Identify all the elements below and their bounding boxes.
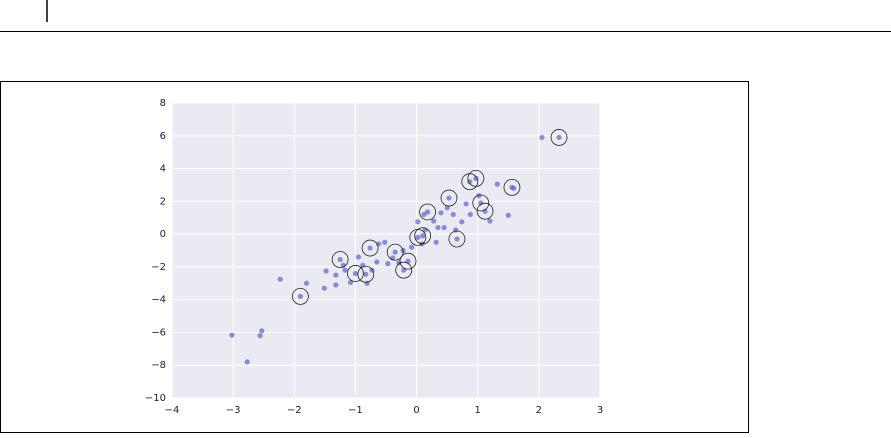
point (424, 209, 431, 215)
y-tick-label: 0 (160, 229, 166, 240)
point (420, 233, 426, 239)
point (478, 200, 484, 206)
point (277, 276, 283, 282)
point (482, 208, 488, 214)
point (494, 181, 500, 187)
selection-ring (347, 265, 364, 282)
point (333, 272, 339, 278)
point (463, 201, 469, 207)
selection-ring (448, 230, 466, 248)
plot-area (172, 103, 600, 398)
selection-ring (331, 251, 349, 268)
x-tick-label: −4 (165, 405, 180, 416)
point (303, 280, 310, 286)
point (433, 239, 439, 245)
point (446, 195, 452, 201)
point (467, 211, 473, 218)
point (347, 279, 354, 286)
x-tick-label: −1 (348, 405, 363, 416)
grid (171, 102, 601, 399)
selection-ring (419, 203, 436, 221)
x-tick-label: 3 (597, 405, 603, 416)
point (556, 134, 562, 141)
point (333, 282, 339, 288)
selection-ring (357, 265, 375, 283)
point (244, 359, 250, 365)
selection-ring (503, 179, 521, 196)
point (438, 210, 444, 216)
x-tick-label: 2 (536, 405, 542, 416)
point (431, 218, 437, 224)
point (487, 218, 493, 224)
point (321, 285, 327, 291)
point (415, 234, 421, 240)
selection-ring (414, 227, 432, 245)
point (454, 236, 460, 242)
point (363, 271, 369, 277)
y-tick-label: 8 (160, 98, 166, 109)
point (476, 192, 482, 199)
point (444, 205, 450, 211)
point (342, 267, 348, 273)
selection-ring (550, 129, 568, 146)
point (539, 134, 545, 141)
point (259, 328, 265, 334)
x-tick-label: −2 (287, 405, 302, 416)
point (459, 219, 465, 225)
selection-ring (291, 287, 309, 305)
point (435, 224, 441, 231)
x-tick-label: 1 (475, 405, 481, 416)
point (415, 219, 421, 225)
point (297, 293, 303, 299)
selection-ring (386, 243, 404, 261)
selection-ring (399, 252, 417, 270)
point (441, 224, 447, 231)
y-tick-label: 2 (160, 196, 166, 207)
selection-ring (395, 261, 413, 279)
x-tick-label: −3 (226, 405, 241, 416)
y-tick-label: −4 (151, 295, 166, 306)
point (229, 332, 235, 338)
point (355, 254, 362, 260)
point (367, 245, 373, 251)
point (505, 212, 511, 218)
point (450, 211, 456, 218)
marks (229, 129, 568, 365)
point (421, 211, 427, 218)
point (511, 185, 517, 191)
selection-ring (472, 194, 490, 212)
point (374, 259, 380, 265)
y-tick-label: −2 (151, 262, 166, 273)
y-tick-label: −6 (151, 327, 166, 338)
point (392, 249, 398, 255)
point (385, 261, 391, 267)
point (352, 270, 359, 277)
selection-ring (476, 202, 494, 220)
y-tick-label: −8 (151, 360, 166, 371)
y-tick-label: 6 (160, 131, 166, 142)
selection-ring (440, 189, 458, 207)
y-tick-label: −10 (145, 393, 166, 404)
y-tick-label: 4 (160, 164, 166, 175)
point (382, 239, 388, 245)
selection-ring (361, 239, 379, 257)
point (323, 268, 329, 274)
selection-ring (467, 169, 485, 187)
point (337, 256, 343, 263)
point (409, 244, 415, 250)
x-tick-label: 0 (413, 405, 419, 416)
point (257, 333, 263, 339)
